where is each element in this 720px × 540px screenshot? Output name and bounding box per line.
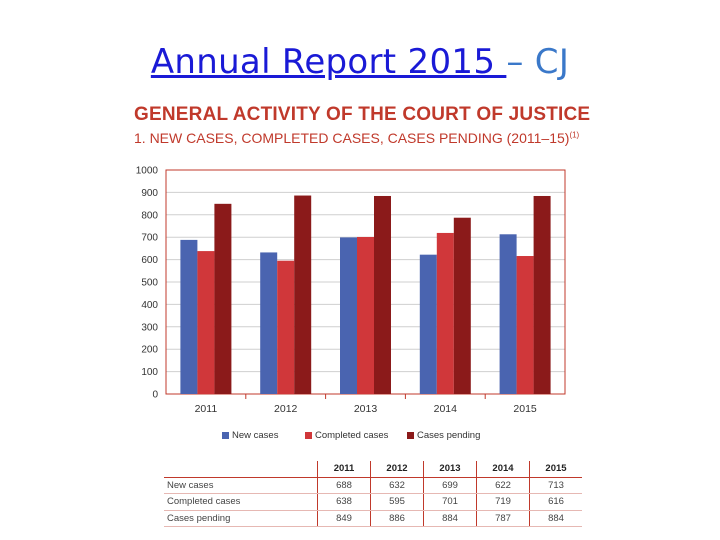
figure-heading: GENERAL ACTIVITY OF THE COURT OF JUSTICE xyxy=(134,104,591,125)
figure-subheading-text: 1. NEW CASES, COMPLETED CASES, CASES PEN… xyxy=(134,130,570,146)
row-label: Completed cases xyxy=(164,493,318,511)
table-cell: 884 xyxy=(529,510,582,527)
table-cell: 595 xyxy=(370,493,424,511)
table-header-cell: 2014 xyxy=(476,461,530,478)
y-tick-label: 400 xyxy=(141,300,158,311)
bar xyxy=(419,254,437,394)
table-header-cell: 2011 xyxy=(317,461,371,478)
y-tick-label: 500 xyxy=(141,278,158,289)
legend-swatch xyxy=(407,431,414,439)
table-header-blank xyxy=(164,461,318,478)
table-cell: 616 xyxy=(529,493,582,511)
table-header-cell: 2015 xyxy=(529,461,582,478)
legend-label: Completed cases xyxy=(315,430,389,441)
x-tick-label: 2015 xyxy=(513,403,537,415)
table-cell: 699 xyxy=(423,477,477,494)
table-header-cell: 2013 xyxy=(423,461,477,478)
data-table: 2011 2012 2013 2014 2015 New cases 688 6… xyxy=(164,461,582,527)
row-label: New cases xyxy=(164,477,318,494)
y-tick-label: 1000 xyxy=(136,166,159,177)
table-row: Completed cases 638 595 701 719 616 xyxy=(164,493,582,511)
table-row: New cases 688 632 699 622 713 xyxy=(164,477,582,494)
y-tick-label: 800 xyxy=(141,210,158,221)
x-tick-label: 2011 xyxy=(195,403,218,415)
y-tick-label: 700 xyxy=(141,233,158,244)
legend-swatch xyxy=(222,431,229,439)
table-cell: 632 xyxy=(370,477,424,494)
x-tick-label: 2013 xyxy=(354,403,378,415)
legend-item: Completed cases xyxy=(305,430,388,441)
table-cell: 719 xyxy=(476,493,530,511)
table-cell: 688 xyxy=(317,477,371,494)
x-tick-label: 2012 xyxy=(274,403,298,415)
table-header-row: 2011 2012 2013 2014 2015 xyxy=(164,461,582,478)
bar xyxy=(357,236,374,394)
bar xyxy=(294,195,312,394)
legend-label: Cases pending xyxy=(417,430,481,441)
legend-swatch xyxy=(305,431,312,439)
y-tick-label: 100 xyxy=(141,367,158,378)
bar xyxy=(516,256,534,394)
bar xyxy=(180,239,198,394)
legend-item: New cases xyxy=(222,430,278,441)
y-tick-label: 200 xyxy=(141,345,158,356)
figure-subheading: 1. NEW CASES, COMPLETED CASES, CASES PEN… xyxy=(134,130,579,146)
bar xyxy=(374,195,391,394)
table-cell: 638 xyxy=(317,493,371,511)
bar xyxy=(499,234,517,394)
y-tick-label: 300 xyxy=(141,322,158,333)
bar xyxy=(197,251,215,394)
table-cell: 884 xyxy=(423,510,477,527)
table-cell: 701 xyxy=(423,493,477,511)
table-cell: 787 xyxy=(476,510,530,527)
table-cell: 713 xyxy=(529,477,582,494)
row-label: Cases pending xyxy=(164,510,318,527)
y-tick-label: 600 xyxy=(141,255,158,266)
bar xyxy=(340,237,357,394)
slide-title-link[interactable]: Annual Report 2015 xyxy=(150,42,507,82)
x-tick-label: 2014 xyxy=(434,403,458,415)
footnote-marker: (1) xyxy=(569,130,580,140)
bar xyxy=(436,232,454,394)
bar xyxy=(214,203,232,394)
table-cell: 849 xyxy=(317,510,371,527)
bar xyxy=(453,217,471,394)
slide-title-rest: – CJ xyxy=(506,42,570,82)
bar-chart: 0 100 200 300 400 500 600 700 800 900 1000 2011 2012… xyxy=(136,166,566,415)
table-row: Cases pending 849 886 884 787 884 xyxy=(164,510,582,527)
bar xyxy=(533,195,551,394)
y-tick-label: 900 xyxy=(141,188,158,199)
table-header-cell: 2012 xyxy=(370,461,424,478)
y-tick-label: 0 xyxy=(152,390,158,401)
legend-item: Cases pending xyxy=(407,430,480,441)
legend-label: New cases xyxy=(232,430,279,441)
table-cell: 886 xyxy=(370,510,424,527)
slide-title: Annual Report 2015 – CJ xyxy=(0,42,720,82)
bar xyxy=(260,252,278,394)
table-cell: 622 xyxy=(476,477,530,494)
bar xyxy=(277,260,295,394)
